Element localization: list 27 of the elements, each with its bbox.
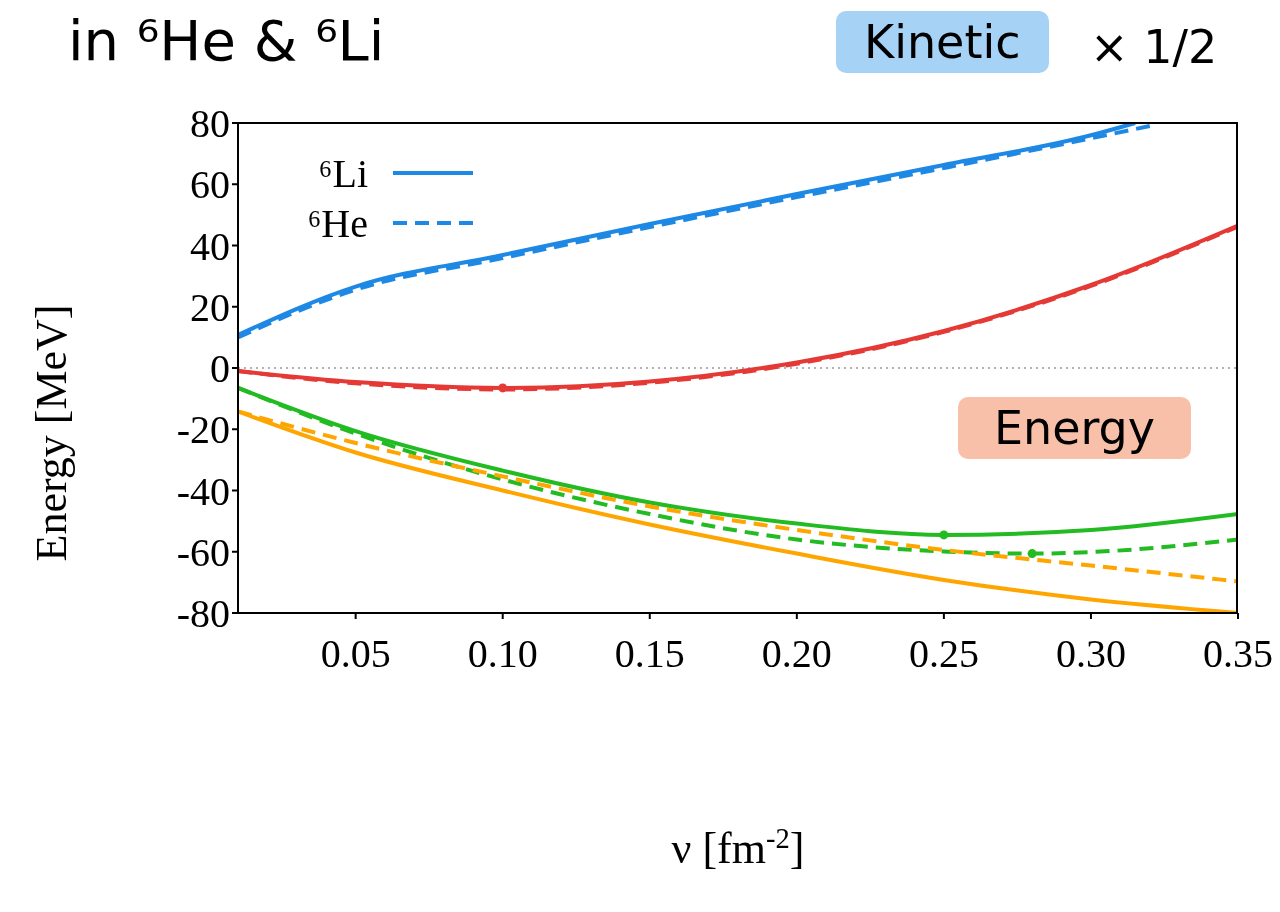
y-tick-label: 80 [190, 101, 230, 147]
y-axis-title: Energy [MeV] [27, 304, 76, 562]
x-tick-label: 0.25 [908, 631, 979, 677]
y-tick-label: -80 [176, 591, 230, 637]
point [939, 530, 949, 540]
x-tick-label: 0.10 [467, 631, 538, 677]
x-tick-label: 0.20 [761, 631, 832, 677]
legend-label: ⁶Li [317, 149, 368, 197]
point [498, 383, 508, 393]
point [1027, 549, 1037, 559]
x-tick-label: 0.30 [1055, 631, 1126, 677]
y-tick-label: -20 [176, 407, 230, 453]
x-tick-label: 0.35 [1203, 631, 1273, 677]
y-tick-label: -60 [176, 529, 230, 575]
y-tick-label: 0 [210, 346, 230, 392]
y-tick-label: -40 [176, 468, 230, 514]
chart-title: in ⁶He & ⁶Li [68, 8, 385, 73]
text: × 1/2 [1090, 19, 1218, 76]
text: Kinetic [836, 11, 1049, 73]
annotation: Energy [958, 397, 1192, 459]
legend-label: ⁶He [306, 199, 368, 247]
x-axis-title: ν [fm$^{-2}$] [671, 822, 805, 873]
y-tick-label: 40 [190, 223, 230, 269]
x-tick-label: 0.05 [320, 631, 391, 677]
y-tick-label: 60 [190, 162, 230, 208]
x-tick-label: 0.15 [614, 631, 685, 677]
y-tick-label: 20 [190, 284, 230, 330]
